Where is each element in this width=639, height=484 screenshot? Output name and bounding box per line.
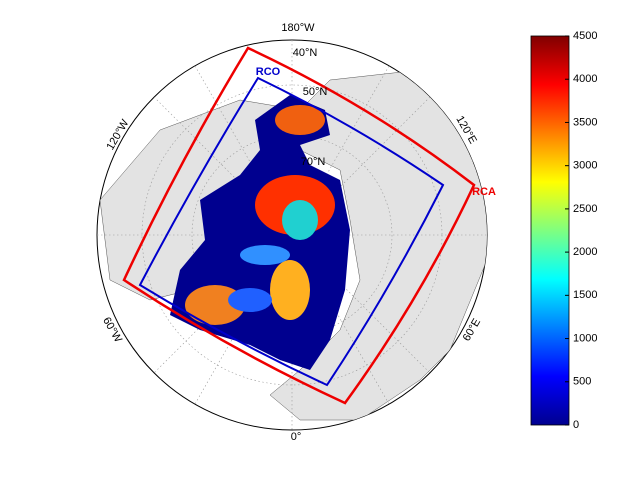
colorbar-tick-label: 2500 <box>573 203 597 215</box>
lat-label: 50°N <box>303 86 328 98</box>
domain-label: RCA <box>472 186 496 198</box>
bathymetry <box>170 95 350 370</box>
globe <box>96 39 488 431</box>
colorbar-tick-label: 1500 <box>573 289 597 301</box>
colorbar-tick-label: 3000 <box>573 160 597 172</box>
rco-domain <box>138 76 445 387</box>
lat-label: 70°N <box>301 156 326 168</box>
colorbar-tick-label: 4500 <box>573 30 597 42</box>
lat-label: 40°N <box>293 47 318 59</box>
rca-domain <box>122 46 476 405</box>
lon-label: 0° <box>291 431 302 443</box>
colorbar-tick-label: 2000 <box>573 246 597 258</box>
colorbar <box>530 35 570 426</box>
colorbar-tick-label: 3500 <box>573 116 597 128</box>
colorbar-tick-label: 4000 <box>573 73 597 85</box>
domain-label: RCO <box>256 66 281 78</box>
colorbar-tick-label: 0 <box>573 419 579 431</box>
colorbar-tick-label: 1000 <box>573 332 597 344</box>
colorbar-tick-label: 500 <box>573 376 591 388</box>
lon-label: 180°W <box>281 22 315 34</box>
